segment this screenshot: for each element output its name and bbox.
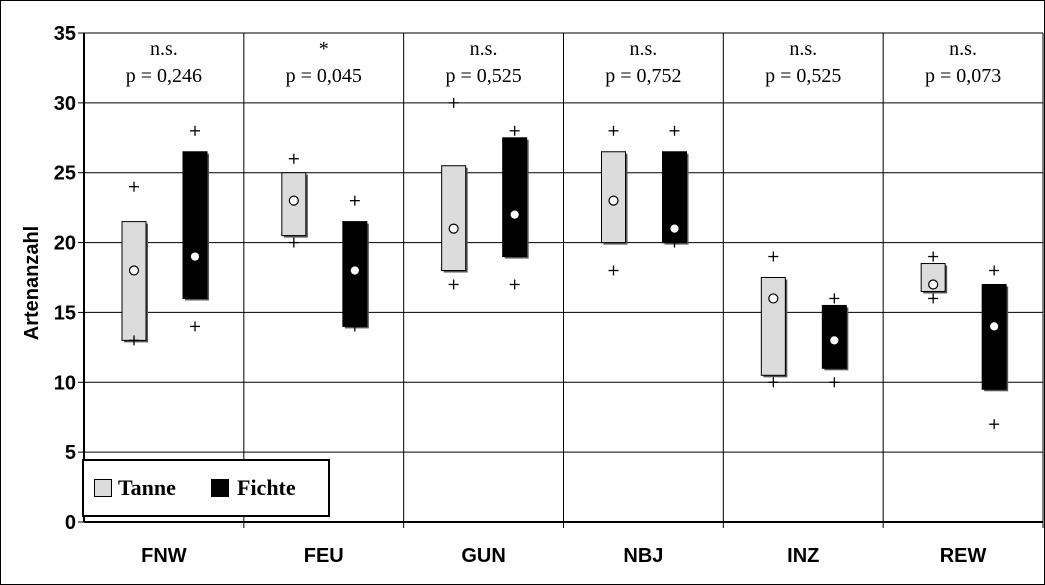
min-marker [608,265,619,276]
p-value-label: p = 0,045 [286,65,362,87]
legend-swatch-fichte [211,479,229,497]
significance-label: * [319,38,329,60]
significance-label: n.s. [949,38,977,60]
mean-marker [128,265,140,276]
mean-marker [768,293,779,304]
mean-marker [830,336,839,345]
x-tick-label: REW [940,545,987,567]
p-value-label: p = 0,525 [765,65,841,87]
box-series [121,97,1009,430]
box-tanne [441,165,467,272]
max-marker [349,195,360,206]
box-tanne [760,277,786,376]
max-marker [768,251,779,262]
mean-marker [510,210,519,219]
p-value-label: p = 0,525 [445,65,521,87]
y-axis-label: Artenanzahl [21,226,43,340]
max-marker [669,125,680,136]
significance-label: n.s. [630,38,658,60]
y-axis: 0 5 10 15 20 25 30 35 [54,23,85,534]
max-marker [448,97,459,108]
min-marker [190,321,200,332]
significance-label: n.s. [470,38,498,60]
y-tick-label: 0 [65,512,76,534]
legend-swatch-tanne [94,479,112,497]
significance-annotations: n.s. p = 0,246 * p = 0,045 n.s. p = 0,525 n.s.… [126,38,1001,87]
y-tick-label: 20 [54,233,76,255]
min-marker [349,321,360,332]
grid-lines [84,32,1044,528]
y-tick-label: 15 [54,302,76,324]
min-marker [129,335,139,346]
box-fichte [981,283,1007,390]
min-marker [669,237,680,248]
significance-label: n.s. [789,38,817,60]
legend-label-tanne: Tanne [118,475,176,500]
x-tick-label: INZ [787,545,819,567]
x-tick-label: FNW [141,545,187,567]
mean-marker [670,224,679,233]
p-value-label: p = 0,246 [126,65,202,87]
mean-marker [448,223,459,234]
significance-label: n.s. [150,38,178,60]
mean-marker [288,195,299,206]
min-marker [509,279,520,290]
max-marker [509,125,520,136]
mean-marker [608,195,619,206]
max-marker [288,153,299,164]
y-tick-label: 35 [54,23,76,45]
min-marker [448,279,459,290]
x-tick-label: GUN [461,545,505,567]
max-marker [928,251,939,262]
min-marker [768,377,779,388]
y-tick-label: 30 [54,93,76,115]
box-tanne [281,172,307,237]
box-fichte [502,137,528,258]
max-marker [989,265,1000,276]
min-marker [928,293,939,304]
legend: Tanne Fichte [82,459,330,517]
mean-marker [190,252,200,261]
max-marker [129,181,139,192]
min-marker [288,237,299,248]
x-axis-labels: FNW FEU GUN NBJ INZ REW [141,545,986,567]
max-marker [608,125,619,136]
p-value-label: p = 0,073 [925,65,1001,87]
y-tick-label: 25 [54,163,76,185]
legend-label-fichte: Fichte [237,475,296,500]
mean-marker [350,266,359,275]
mean-marker [928,279,939,290]
x-tick-label: FEU [304,545,344,567]
max-marker [190,125,200,136]
p-value-label: p = 0,752 [605,65,681,87]
x-tick-label: NBJ [623,545,663,567]
y-tick-label: 10 [54,372,76,394]
box-fichte [182,151,208,299]
box-tanne [121,221,147,341]
max-marker [829,293,840,304]
min-marker [989,419,1000,430]
mean-marker [990,322,999,331]
min-marker [829,377,840,388]
y-tick-label: 5 [65,442,76,464]
